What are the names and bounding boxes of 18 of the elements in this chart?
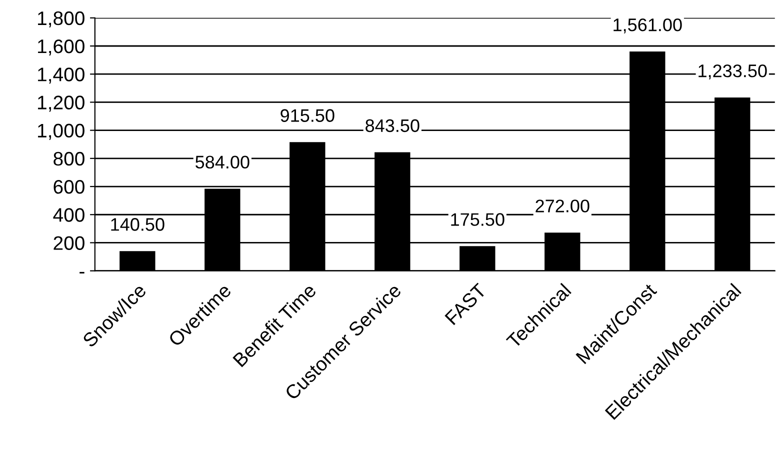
y-tick-label: 1,600 [38,39,84,56]
y-tick-label: 400 [53,208,84,222]
y-tick-label: 200 [54,236,84,250]
y-tick-label: 1,800 [38,11,84,28]
y-tick-label: 600 [54,180,84,194]
y-tick-label: - [80,272,84,274]
data-label: 584.00 [196,156,250,169]
y-tick-label: 1,400 [38,68,84,84]
y-tick-label: 1,000 [38,124,84,140]
y-tick-label: 1,200 [38,96,84,112]
y-tick-label: 800 [54,152,84,166]
data-label: 272.00 [536,200,590,212]
data-label: 1,233.50 [698,64,767,80]
data-label: 175.50 [451,213,504,226]
data-label: 1,561.00 [614,18,682,34]
data-label: 140.50 [111,218,164,231]
data-label: 843.50 [366,119,420,132]
data-label: 915.50 [280,109,334,122]
